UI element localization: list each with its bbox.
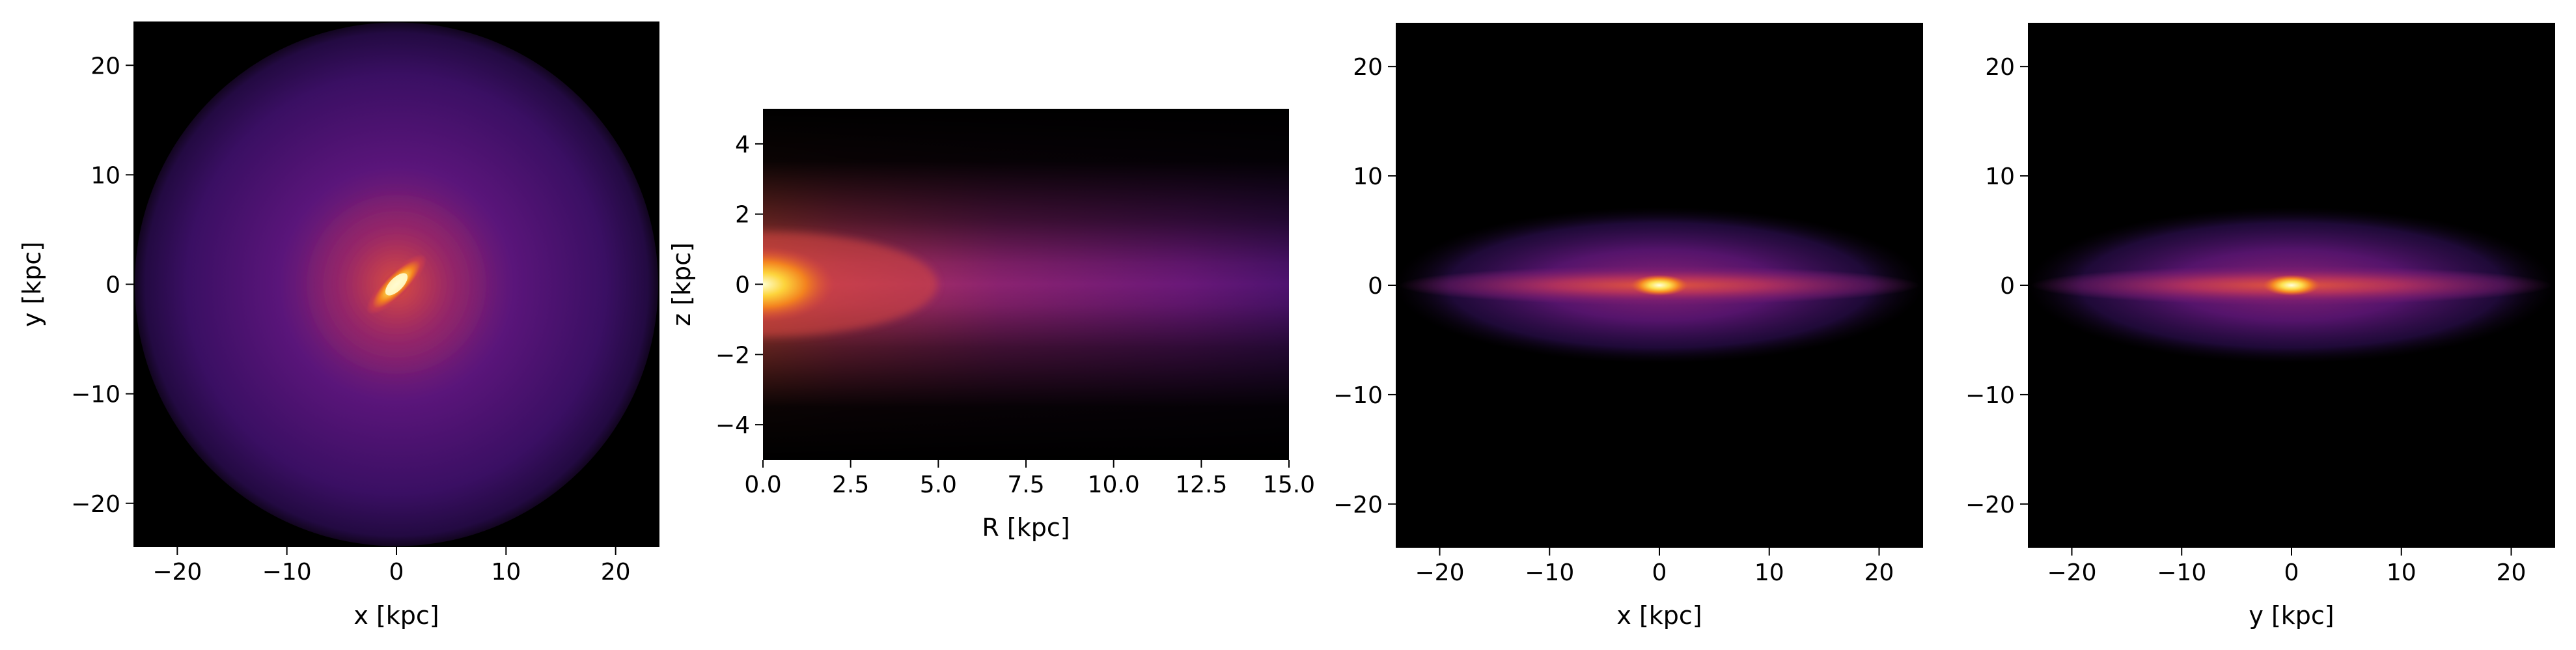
y-ticks-3: −20 −10 0 10 20 <box>1333 54 1396 518</box>
y-tick-label: 0 <box>1368 273 1383 300</box>
x-tick-label: 2.5 <box>832 472 869 498</box>
y-tick-label: −20 <box>1333 492 1383 518</box>
x-axis-label-1: x [kpc] <box>353 601 439 630</box>
x-tick-label: 10 <box>1754 559 1784 586</box>
y-axis-label-1: y [kpc] <box>18 242 46 327</box>
x-axis-label-3: x [kpc] <box>1616 601 1702 630</box>
x-ticks-1: −20 −10 0 10 20 <box>152 547 631 586</box>
y-tick-label: 20 <box>1985 54 2015 81</box>
y-tick-label: 0 <box>735 272 750 299</box>
x-tick-label: 10 <box>491 559 521 586</box>
y-tick-label: −20 <box>71 491 120 518</box>
x-tick-label: 10.0 <box>1088 472 1140 498</box>
x-ticks-3: −20 −10 0 10 20 <box>1415 548 1894 586</box>
x-ticks-2: 0.0 2.5 5.0 7.5 10.0 12.5 15.0 <box>744 460 1315 498</box>
panel-r-z: 0.0 2.5 5.0 7.5 10.0 12.5 15.0 −4 −2 0 2 4 R [kpc]… <box>667 109 1315 542</box>
y-tick-label: 10 <box>1353 163 1383 190</box>
x-tick-label: 15.0 <box>1263 472 1315 498</box>
x-tick-label: 12.5 <box>1175 472 1227 498</box>
y-tick-label: 10 <box>90 162 120 189</box>
x-tick-label: −20 <box>2047 559 2097 586</box>
x-tick-label: −10 <box>1525 559 1574 586</box>
y-tick-label: −20 <box>1965 492 2015 518</box>
y-tick-label: −4 <box>715 412 750 439</box>
y-tick-label: 20 <box>1353 54 1383 81</box>
central-core-r-z <box>763 246 835 322</box>
x-axis-label-2: R [kpc] <box>982 513 1070 542</box>
x-tick-label: −20 <box>152 559 202 586</box>
x-tick-label: −20 <box>1415 559 1465 586</box>
central-core <box>385 273 408 296</box>
panel-edge-on-y: −20 −10 0 10 20 −20 −10 0 10 20 y [kpc] <box>1965 23 2555 630</box>
x-ticks-4: −20 −10 0 10 20 <box>2047 548 2527 586</box>
central-core-y <box>2263 275 2320 296</box>
x-tick-label: 0 <box>389 559 404 586</box>
x-tick-label: 5.0 <box>920 472 957 498</box>
x-tick-label: 20 <box>1864 559 1894 586</box>
x-tick-label: −10 <box>2157 559 2206 586</box>
x-tick-label: 0.0 <box>744 472 781 498</box>
x-tick-label: 0 <box>1652 559 1667 586</box>
panel-face-on: −20 −10 0 10 20 −20 −10 0 10 20 x [kpc] y [kpc] <box>18 21 659 630</box>
y-tick-label: 0 <box>105 272 120 299</box>
x-tick-label: 0 <box>2284 559 2299 586</box>
x-tick-label: 7.5 <box>1007 472 1044 498</box>
panel-edge-on-x: −20 −10 0 10 20 −20 −10 0 10 20 x [kpc] <box>1333 23 1923 630</box>
y-tick-label: 10 <box>1985 163 2015 190</box>
x-tick-label: −10 <box>262 559 312 586</box>
y-axis-label-2: z [kpc] <box>667 242 696 326</box>
y-tick-label: 2 <box>735 202 750 229</box>
x-tick-label: 20 <box>2497 559 2527 586</box>
y-tick-label: −10 <box>71 382 120 408</box>
x-tick-label: 10 <box>2387 559 2417 586</box>
y-tick-label: 0 <box>2000 273 2015 300</box>
y-tick-label: −10 <box>1965 382 2015 409</box>
central-core-x <box>1631 275 1688 296</box>
y-ticks-1: −20 −10 0 10 20 <box>71 53 133 518</box>
y-tick-label: 20 <box>90 53 120 79</box>
y-ticks-4: −20 −10 0 10 20 <box>1965 54 2028 518</box>
x-tick-label: 20 <box>601 559 631 586</box>
y-tick-label: −2 <box>715 342 750 369</box>
x-axis-label-4: y [kpc] <box>2249 601 2334 630</box>
y-ticks-2: −4 −2 0 2 4 <box>715 132 763 439</box>
y-tick-label: 4 <box>735 132 750 158</box>
y-tick-label: −10 <box>1333 382 1383 409</box>
